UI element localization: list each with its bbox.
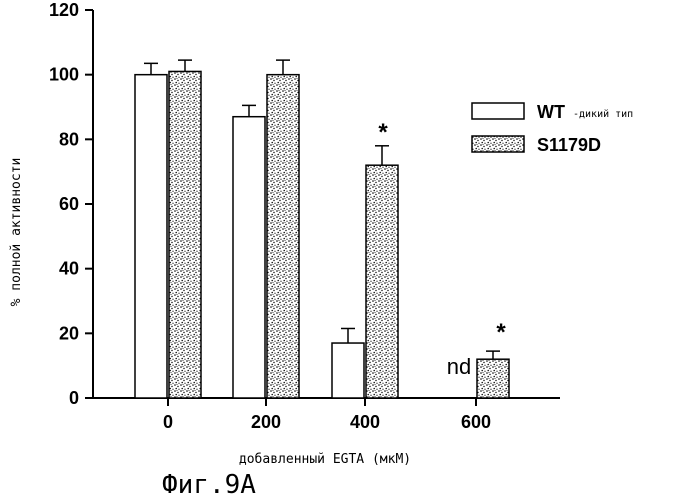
y-tick-label: 0 bbox=[69, 388, 79, 408]
figure-caption: Фиг.9А bbox=[162, 470, 256, 500]
bar-s1179d-0 bbox=[169, 71, 201, 398]
x-tick-label: 0 bbox=[163, 412, 173, 432]
nd-label: nd bbox=[447, 354, 471, 379]
x-tick-label: 200 bbox=[251, 412, 281, 432]
bar-s1179d-200 bbox=[267, 75, 299, 398]
bar-wt-0 bbox=[135, 75, 167, 398]
y-tick-label: 60 bbox=[59, 194, 79, 214]
y-tick-label: 40 bbox=[59, 259, 79, 279]
legend: WT -дикий тип S1179D bbox=[472, 102, 633, 155]
bar-s1179d-600 bbox=[477, 359, 509, 398]
y-tick-label: 120 bbox=[49, 0, 79, 20]
significance-star-400: * bbox=[378, 119, 388, 146]
legend-label-wt-suffix: -дикий тип bbox=[573, 108, 633, 120]
y-tick-label: 20 bbox=[59, 323, 79, 343]
y-tick-label: 100 bbox=[49, 65, 79, 85]
bars bbox=[135, 60, 509, 398]
y-axis-ticks: 0 20 40 60 80 100 120 bbox=[49, 0, 93, 408]
bar-s1179d-400 bbox=[366, 165, 398, 398]
legend-swatch-wt bbox=[472, 103, 524, 119]
x-axis-label: добавленный EGTA (мкМ) bbox=[239, 452, 411, 467]
significance-star-600: * bbox=[496, 319, 506, 346]
bar-wt-400 bbox=[332, 343, 364, 398]
legend-label-s1179d: S1179D bbox=[537, 135, 601, 155]
legend-swatch-s1179d bbox=[472, 136, 524, 152]
legend-label-wt: WT bbox=[537, 102, 565, 122]
y-axis-label: % полной активности bbox=[9, 158, 24, 307]
bar-wt-200 bbox=[233, 117, 265, 398]
y-tick-label: 80 bbox=[59, 129, 79, 149]
x-tick-label: 400 bbox=[350, 412, 380, 432]
x-axis-ticks: 0 200 400 600 bbox=[163, 398, 491, 432]
x-tick-label: 600 bbox=[461, 412, 491, 432]
